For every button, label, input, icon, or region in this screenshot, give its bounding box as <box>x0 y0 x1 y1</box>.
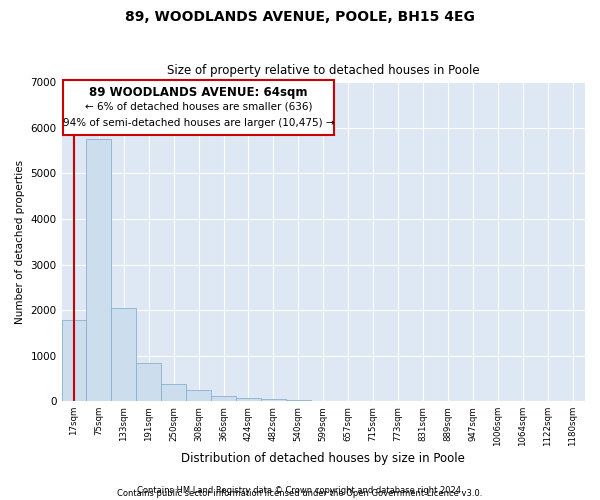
Y-axis label: Number of detached properties: Number of detached properties <box>15 160 25 324</box>
Text: Contains HM Land Registry data © Crown copyright and database right 2024.: Contains HM Land Registry data © Crown c… <box>137 486 463 495</box>
Bar <box>62 320 86 401</box>
Bar <box>286 400 311 401</box>
Bar <box>261 399 286 401</box>
Text: 89, WOODLANDS AVENUE, POOLE, BH15 4EG: 89, WOODLANDS AVENUE, POOLE, BH15 4EG <box>125 10 475 24</box>
Bar <box>236 398 261 401</box>
X-axis label: Distribution of detached houses by size in Poole: Distribution of detached houses by size … <box>181 452 465 465</box>
Bar <box>211 396 236 401</box>
FancyBboxPatch shape <box>63 80 334 134</box>
Bar <box>86 140 112 401</box>
Bar <box>112 308 136 401</box>
Text: ← 6% of detached houses are smaller (636): ← 6% of detached houses are smaller (636… <box>85 102 313 112</box>
Text: 94% of semi-detached houses are larger (10,475) →: 94% of semi-detached houses are larger (… <box>63 118 334 128</box>
Text: Contains public sector information licensed under the Open Government Licence v3: Contains public sector information licen… <box>118 488 482 498</box>
Bar <box>186 390 211 401</box>
Text: 89 WOODLANDS AVENUE: 64sqm: 89 WOODLANDS AVENUE: 64sqm <box>89 86 308 100</box>
Bar <box>311 400 336 401</box>
Bar <box>161 384 186 401</box>
Bar <box>136 364 161 401</box>
Title: Size of property relative to detached houses in Poole: Size of property relative to detached ho… <box>167 64 479 77</box>
